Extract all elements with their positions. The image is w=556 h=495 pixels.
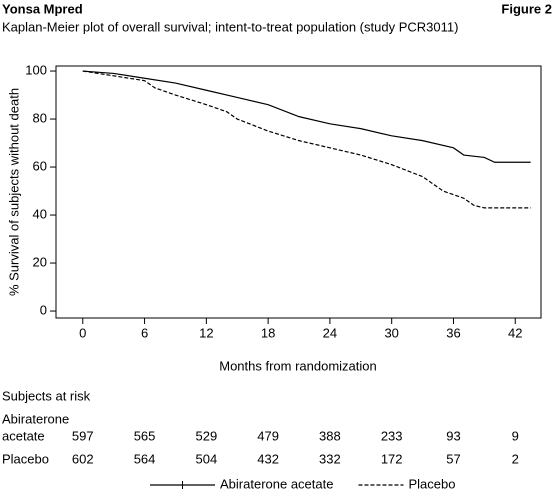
legend-label: Abiraterone acetate — [220, 476, 333, 491]
chart-title: Kaplan-Meier plot of overall survival; i… — [2, 19, 458, 34]
x-tick-label: 12 — [199, 325, 213, 340]
x-tick-label: 18 — [261, 325, 275, 340]
survival-curve — [82, 70, 531, 209]
risk-count: 2 — [512, 451, 519, 466]
y-tick-label: 20 — [33, 254, 47, 269]
risk-count: 332 — [319, 451, 341, 466]
risk-count: 9 — [512, 428, 519, 443]
x-tick-label: 42 — [508, 325, 522, 340]
risk-count: 57 — [446, 451, 460, 466]
risk-count: 564 — [134, 451, 156, 466]
risk-row-label: acetate — [2, 428, 45, 443]
x-tick-label: 0 — [79, 325, 86, 340]
x-tick-label: 36 — [446, 325, 460, 340]
x-tick-label: 30 — [384, 325, 398, 340]
plot-frame — [55, 65, 542, 319]
risk-count: 529 — [195, 428, 217, 443]
y-tick-label: 60 — [33, 158, 47, 173]
survival-curve — [82, 70, 531, 163]
risk-row-label: Abiraterone — [2, 411, 69, 426]
risk-row-label: Placebo — [2, 451, 49, 466]
header-right: Figure 2 — [501, 1, 552, 16]
risk-count: 597 — [72, 428, 94, 443]
risk-table-title: Subjects at risk — [2, 388, 91, 403]
y-tick-label: 0 — [40, 302, 47, 317]
x-axis-label: Months from randomization — [219, 358, 377, 373]
y-tick-label: 100 — [25, 62, 47, 77]
risk-count: 479 — [257, 428, 279, 443]
risk-count: 388 — [319, 428, 341, 443]
y-tick-label: 40 — [33, 206, 47, 221]
risk-count: 233 — [381, 428, 403, 443]
risk-count: 172 — [381, 451, 403, 466]
x-tick-label: 6 — [141, 325, 148, 340]
risk-count: 432 — [257, 451, 279, 466]
risk-count: 565 — [134, 428, 156, 443]
legend-label: Placebo — [408, 476, 455, 491]
risk-count: 602 — [72, 451, 94, 466]
y-axis-label: % Survival of subjects without death — [6, 88, 21, 296]
risk-count: 93 — [446, 428, 460, 443]
header-left: Yonsa Mpred — [2, 1, 83, 16]
risk-count: 504 — [195, 451, 217, 466]
x-tick-label: 24 — [323, 325, 337, 340]
y-tick-label: 80 — [33, 110, 47, 125]
